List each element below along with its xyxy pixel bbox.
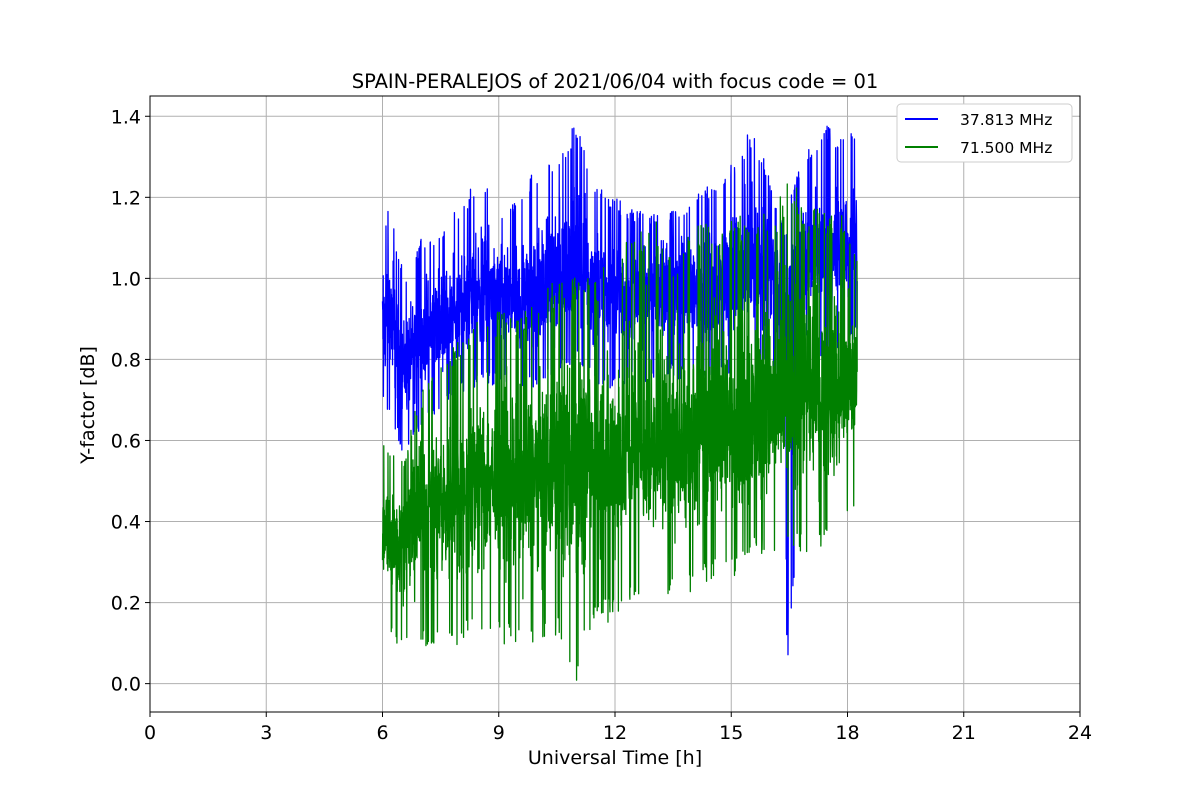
x-tick-label: 12 bbox=[603, 722, 627, 744]
series-line-1 bbox=[381, 183, 858, 681]
y-tick-label: 0.4 bbox=[111, 512, 141, 534]
y-axis-title: Y-factor [dB] bbox=[77, 346, 99, 465]
x-tick-label: 6 bbox=[376, 722, 388, 744]
x-tick-label: 18 bbox=[835, 722, 859, 744]
y-tick-label: 0.0 bbox=[111, 674, 141, 696]
y-tick-label: 1.4 bbox=[111, 106, 141, 128]
legend-box bbox=[896, 103, 1073, 163]
x-tick-label: 0 bbox=[144, 722, 156, 744]
x-tick-label: 9 bbox=[493, 722, 505, 744]
x-tick-label: 3 bbox=[260, 722, 272, 744]
legend-label-71mhz: 71.500 MHz bbox=[960, 139, 1052, 157]
series-layer bbox=[381, 125, 858, 681]
legend-label-37mhz: 37.813 MHz bbox=[960, 111, 1052, 129]
grid bbox=[149, 96, 1081, 712]
y-tick-label: 0.6 bbox=[111, 430, 141, 452]
x-axis-title: Universal Time [h] bbox=[528, 747, 702, 769]
x-tick-label: 15 bbox=[719, 722, 743, 744]
y-tick-label: 1.2 bbox=[111, 187, 141, 209]
x-tick-label: 21 bbox=[952, 722, 976, 744]
chart-title: SPAIN-PERALEJOS of 2021/06/04 with focus… bbox=[352, 70, 879, 93]
ticks: 0 3 6 9 12 15 18 21 24 0.0 0.2 0.4 0.6 0.8 1.0 1.2 1.4 bbox=[111, 106, 1092, 744]
y-tick-label: 0.2 bbox=[111, 593, 141, 615]
y-tick-label: 0.8 bbox=[111, 349, 141, 371]
x-tick-label: 24 bbox=[1068, 722, 1092, 744]
legend: 37.813 MHz 71.500 MHz bbox=[896, 103, 1073, 163]
y-tick-label: 1.0 bbox=[111, 268, 141, 290]
